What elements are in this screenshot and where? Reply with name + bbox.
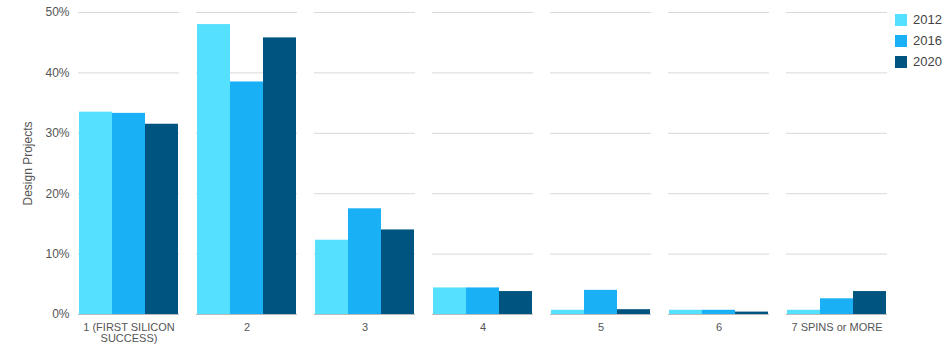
- html-text:2012: 2012: [913, 12, 942, 27]
- svg-text:7 SPINS or MORE: 7 SPINS or MORE: [791, 321, 882, 333]
- svg-text:3: 3: [362, 321, 368, 333]
- svg-text:20%: 20%: [45, 187, 69, 201]
- svg-text:50%: 50%: [45, 5, 69, 19]
- svg-text:0%: 0%: [52, 307, 70, 321]
- svg-text:Design Projects: Design Projects: [21, 121, 35, 205]
- html-text:2020: 2020: [913, 54, 942, 69]
- svg-text:4: 4: [480, 321, 486, 333]
- svg-text:30%: 30%: [45, 126, 69, 140]
- svg-text:1 (FIRST SILICONSUCCESS): 1 (FIRST SILICONSUCCESS): [83, 321, 175, 344]
- svg-text:10%: 10%: [45, 247, 69, 261]
- html-text:2016: 2016: [913, 33, 942, 48]
- svg-text:40%: 40%: [45, 66, 69, 80]
- svg-text:6: 6: [716, 321, 722, 333]
- svg-text:2: 2: [244, 321, 250, 333]
- svg-text:5: 5: [598, 321, 604, 333]
